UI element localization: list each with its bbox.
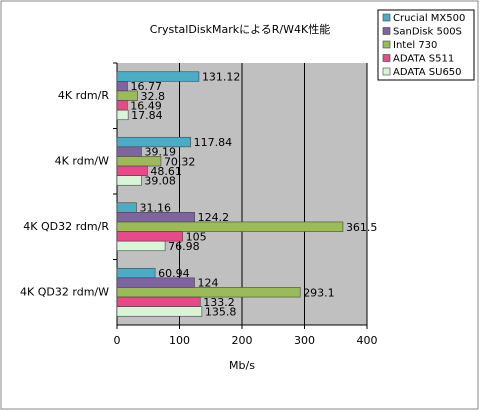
value-label: 76.98 [168, 240, 200, 253]
bar [116, 109, 129, 121]
legend-label: ADATA SU650 [393, 67, 462, 78]
value-label: 293.1 [303, 286, 335, 299]
legend-swatch [382, 67, 391, 76]
y-tick-label: 4K QD32 rdm/R [23, 220, 109, 233]
x-tick-label: 400 [357, 334, 378, 347]
bar [116, 175, 142, 186]
legend-box [377, 9, 475, 81]
value-label: 16.77 [130, 80, 162, 93]
value-label: 32.8 [141, 90, 166, 103]
bar [116, 81, 128, 92]
bar [116, 221, 344, 232]
bar [116, 146, 142, 157]
legend-label: Intel 730 [393, 40, 437, 51]
bar [116, 100, 128, 111]
value-label: 105 [186, 230, 207, 243]
legend-swatch [382, 54, 391, 62]
bar [116, 136, 191, 148]
x-tick-label: 100 [169, 334, 190, 347]
y-tick-label: 4K rdm/R [58, 89, 109, 102]
legend-label: ADATA S511 [393, 54, 454, 65]
bar [116, 296, 201, 307]
value-label: 361.5 [346, 221, 378, 234]
bar [116, 240, 166, 252]
value-label: 124.2 [198, 211, 230, 224]
value-label: 133.2 [203, 296, 235, 309]
bar [116, 287, 301, 298]
value-label: 60.94 [158, 267, 190, 280]
legend-swatch [382, 13, 391, 22]
value-label: 124 [198, 277, 219, 290]
value-label: 117.84 [194, 136, 233, 149]
bar [116, 267, 156, 279]
value-label: 131.12 [202, 71, 241, 84]
value-label: 16.49 [130, 99, 162, 112]
value-label: 135.8 [205, 305, 237, 318]
legend-swatch [382, 40, 391, 49]
x-axis-label: Mb/s [229, 359, 255, 372]
value-label: 39.08 [144, 174, 176, 187]
x-tick-label: 300 [294, 334, 315, 347]
x-tick-label: 0 [114, 334, 121, 347]
legend-swatch [382, 27, 391, 35]
chart-title: CrystalDiskMarkによるR/W4K性能 [150, 22, 330, 36]
value-label: 31.16 [139, 202, 171, 215]
bar [116, 165, 148, 176]
bar [116, 306, 203, 317]
bar [116, 202, 137, 213]
value-label: 48.61 [150, 165, 182, 178]
x-tick-label: 200 [232, 334, 253, 347]
legend-label: SanDisk 500S [393, 27, 462, 38]
bar [116, 212, 195, 223]
bar [116, 71, 200, 82]
value-label: 39.19 [144, 146, 176, 159]
value-label: 17.84 [131, 109, 163, 122]
y-tick-label: 4K QD32 rdm/W [20, 285, 109, 298]
bar [116, 277, 195, 288]
legend-label: Crucial MX500 [393, 13, 465, 24]
y-tick-label: 4K rdm/W [55, 154, 109, 167]
value-label: 70.32 [164, 155, 196, 168]
